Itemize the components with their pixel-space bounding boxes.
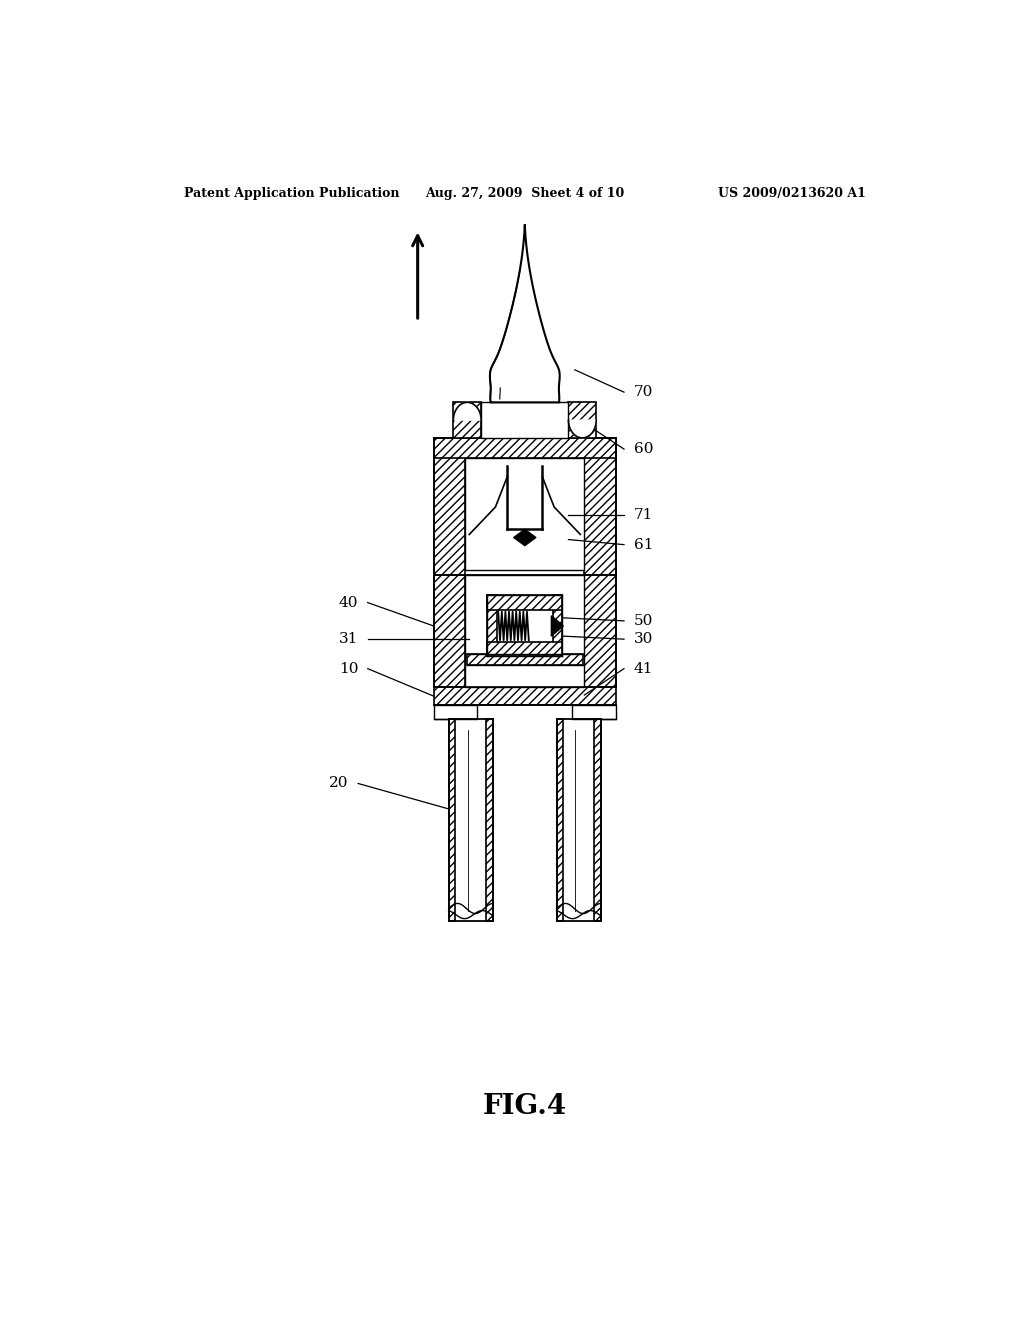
Text: 61: 61 <box>634 537 653 552</box>
Bar <box>465 458 585 570</box>
Text: 60: 60 <box>634 442 653 457</box>
Text: Patent Application Publication: Patent Application Publication <box>183 187 399 199</box>
Bar <box>433 438 465 576</box>
Bar <box>486 719 494 921</box>
Text: 20: 20 <box>329 776 348 791</box>
Polygon shape <box>514 529 536 545</box>
Polygon shape <box>489 224 560 403</box>
Bar <box>467 655 583 664</box>
Bar <box>556 719 601 921</box>
Bar <box>449 719 456 921</box>
Bar <box>487 595 497 656</box>
Bar <box>563 719 594 921</box>
Bar <box>449 719 494 921</box>
Bar <box>433 705 477 719</box>
Text: 70: 70 <box>634 385 653 399</box>
Bar <box>585 576 616 686</box>
Text: 71: 71 <box>634 508 653 523</box>
Bar <box>572 705 616 719</box>
Bar <box>481 403 568 438</box>
Bar <box>487 595 562 610</box>
Text: 40: 40 <box>339 595 358 610</box>
Bar <box>487 643 562 656</box>
Text: 41: 41 <box>634 661 653 676</box>
Text: US 2009/0213620 A1: US 2009/0213620 A1 <box>718 187 866 199</box>
Bar <box>594 719 601 921</box>
Bar <box>433 686 616 705</box>
Bar <box>456 719 486 921</box>
Text: Aug. 27, 2009  Sheet 4 of 10: Aug. 27, 2009 Sheet 4 of 10 <box>425 187 625 199</box>
Bar <box>433 438 616 458</box>
Text: 30: 30 <box>634 632 653 647</box>
Bar <box>465 576 585 686</box>
Polygon shape <box>568 420 596 438</box>
Polygon shape <box>454 403 481 420</box>
Text: 10: 10 <box>339 661 358 676</box>
Bar <box>585 438 616 576</box>
Bar <box>433 576 465 686</box>
Text: FIG.4: FIG.4 <box>482 1093 567 1121</box>
Text: 31: 31 <box>339 632 358 647</box>
Bar <box>454 403 481 438</box>
Text: 50: 50 <box>634 614 653 628</box>
Bar <box>553 595 562 656</box>
Polygon shape <box>551 615 563 636</box>
Bar <box>568 403 596 438</box>
Bar <box>556 719 563 921</box>
